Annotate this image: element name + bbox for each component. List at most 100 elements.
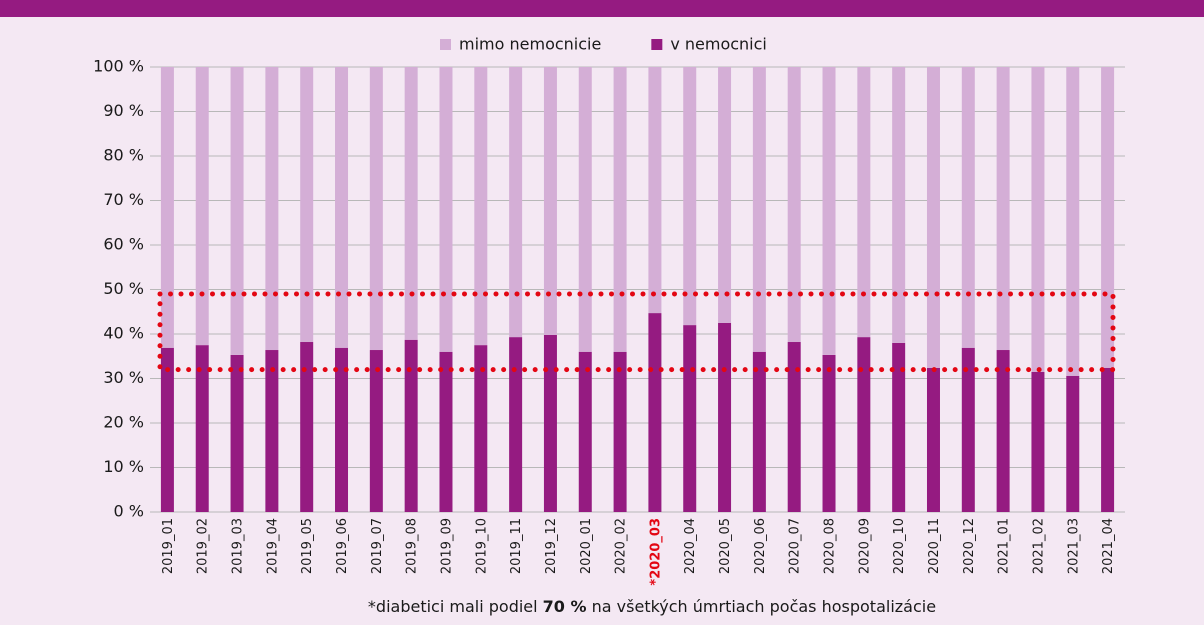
x-tick-label: *2020_03 [648,518,663,586]
bar-segment [474,345,488,512]
bar-segment [265,350,279,512]
bar-segment [543,67,557,335]
bar-segment [439,351,453,512]
bar-segment [230,67,244,355]
bar-segment [404,67,418,340]
x-tick-label: 2019_08 [405,518,420,574]
x-tick-label: 2020_07 [788,518,803,574]
x-tick-label: 2021_02 [1031,518,1046,574]
y-tick-label: 90 % [103,101,144,120]
bar-segment [1066,375,1080,512]
x-tick-label: 2020_02 [614,518,629,574]
x-tick-label: 2020_11 [927,518,942,574]
bar-segment [335,67,349,348]
highlight-box [157,291,1116,373]
y-tick-label: 50 % [103,279,144,298]
x-tick-label: 2019_04 [265,518,280,574]
bar-segment [822,354,836,512]
legend-swatch [440,39,451,50]
x-tick-label: 2020_10 [892,518,907,574]
bar-segment [787,67,801,343]
bar-segment [857,337,871,512]
bar-segment [1101,67,1115,368]
x-tick-label: 2020_04 [683,518,698,574]
bar-segment [1031,67,1045,372]
y-tick-label: 30 % [103,368,144,387]
x-tick-label: 2019_07 [370,518,385,574]
bar-segment [439,67,453,352]
bar-segment [718,67,732,323]
bar-segment [892,67,906,343]
x-tick-label: 2020_05 [718,518,733,574]
bar-segment [822,67,836,355]
footnote-text: na všetkých úmrtiach počas hospotalizáci… [587,597,937,616]
x-tick-label: 2019_06 [335,518,350,574]
bar-segment [160,347,174,512]
footnote-text: *diabetici mali podiel [368,597,543,616]
x-tick-label: 2021_01 [997,518,1012,574]
x-tick-label: 2019_12 [544,518,559,574]
bar-segment [578,67,592,352]
bar-segment [752,67,766,352]
y-tick-label: 70 % [103,190,144,209]
bar-segment [648,313,662,512]
x-tick-label: 2019_11 [509,518,524,574]
bar-segment [961,67,975,348]
bar-segment [648,67,662,314]
x-tick-label: 2021_03 [1066,518,1081,574]
footnote: *diabetici mali podiel 70 % na všetkých … [368,597,936,616]
y-tick-label: 10 % [103,457,144,476]
y-tick-label: 60 % [103,235,144,254]
bar-segment [892,342,906,512]
bar-segment [300,342,314,512]
legend-label: mimo nemocnicie [459,35,601,54]
x-tick-label: 2019_01 [161,518,176,574]
y-tick-label: 80 % [103,146,144,165]
bar-segment [300,67,314,343]
header-bar [0,0,1204,17]
bar-segment [996,350,1010,512]
bar-segment [195,67,209,346]
bar-segment [926,67,940,368]
bar-segment [474,67,488,346]
bar-segment [265,67,279,351]
bar-segment [961,347,975,512]
y-tick-label: 40 % [103,324,144,343]
bar-segment [404,339,418,512]
x-tick-label: 2019_05 [300,518,315,574]
legend-label: v nemocnici [670,35,767,54]
bar-segment [718,322,732,512]
bar-segment [787,342,801,512]
x-tick-label: 2019_10 [474,518,489,574]
bar-segment [509,337,523,512]
y-tick-label: 100 % [93,57,144,76]
x-tick-label: 2019_09 [439,518,454,574]
bar-segment [578,351,592,512]
bar-segment [613,351,627,512]
legend-swatch [651,39,663,50]
bar-segment [926,367,940,512]
bar-segment [369,67,383,351]
y-tick-label: 0 % [114,502,144,521]
bar-segment [996,67,1010,351]
bar-segment [857,67,871,338]
bar-segment [195,345,209,512]
bar-segment [683,67,697,326]
x-tick-label: 2020_12 [962,518,977,574]
x-tick-label: 2020_09 [857,518,872,574]
bar-segment [1101,367,1115,512]
bar-segment [752,351,766,512]
bar-segment [1066,67,1080,376]
x-tick-label: 2019_02 [196,518,211,574]
x-tick-label: 2020_08 [823,518,838,574]
x-tick-label: 2020_06 [753,518,768,574]
x-tick-label: 2021_04 [1101,518,1116,574]
bar-segment [1031,371,1045,512]
bar-segment [369,350,383,512]
bar-segment [509,67,523,338]
bar-segment [543,334,557,512]
footnote-bold: 70 % [543,597,587,616]
bar-segment [613,67,627,352]
